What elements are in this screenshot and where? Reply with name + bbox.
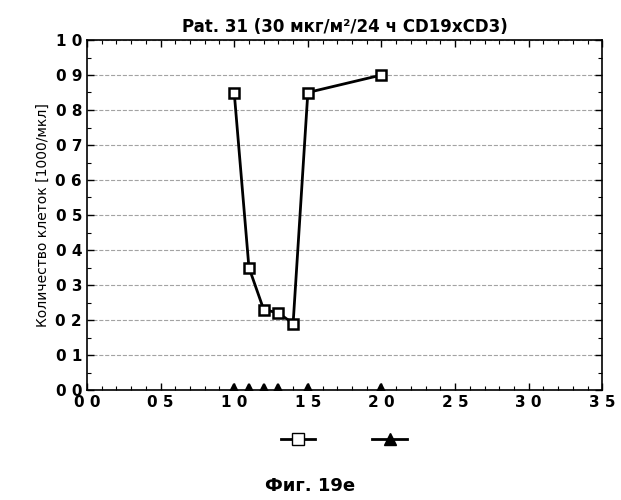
Text: Фиг. 19е: Фиг. 19е [265, 477, 356, 495]
Y-axis label: Количество клеток [1000/мкл]: Количество клеток [1000/мкл] [36, 103, 50, 327]
Title: Pat. 31 (30 мкг/м²/24 ч CD19xCD3): Pat. 31 (30 мкг/м²/24 ч CD19xCD3) [182, 18, 507, 36]
Legend: , : , [275, 427, 414, 453]
